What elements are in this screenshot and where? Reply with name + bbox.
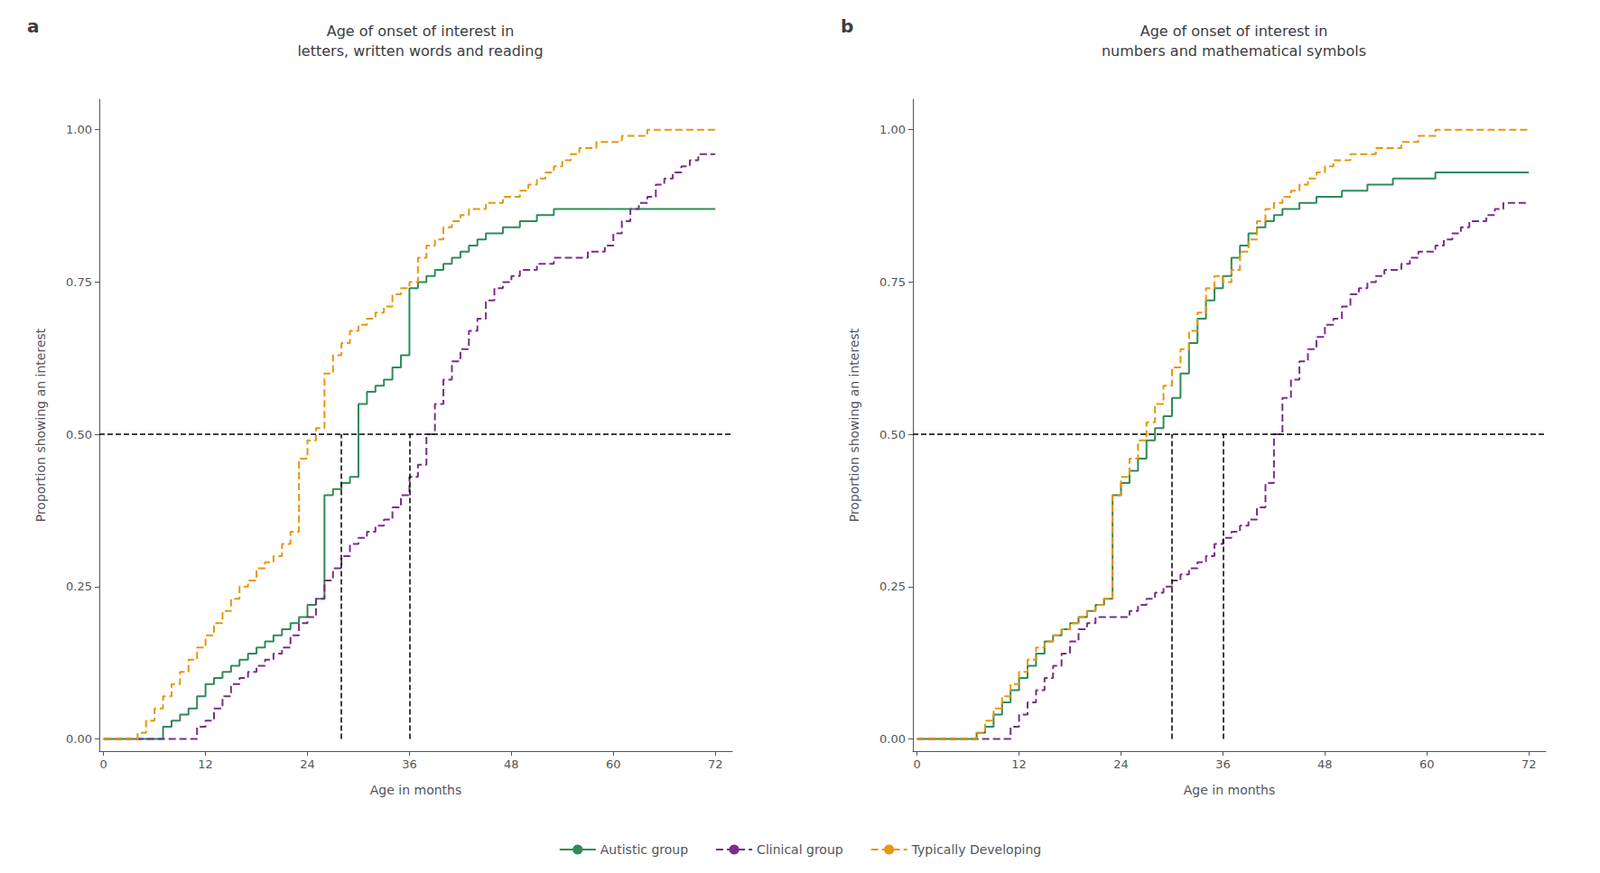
svg-text:Age of onset of interest in: Age of onset of interest in (1140, 22, 1329, 40)
svg-text:0.25: 0.25 (65, 579, 93, 594)
svg-text:0.50: 0.50 (65, 427, 93, 442)
svg-text:Clinical group: Clinical group (756, 842, 844, 857)
svg-text:Age in months: Age in months (370, 782, 462, 798)
svg-text:12: 12 (1011, 757, 1027, 772)
svg-text:36: 36 (401, 757, 418, 772)
svg-text:1.00: 1.00 (65, 122, 93, 137)
svg-text:72: 72 (707, 757, 724, 772)
svg-text:0.25: 0.25 (879, 579, 906, 594)
svg-text:24: 24 (299, 757, 316, 772)
svg-text:1.00: 1.00 (879, 122, 906, 137)
svg-text:Age of onset of interest in: Age of onset of interest in (326, 22, 515, 40)
svg-text:Autistic group: Autistic group (600, 842, 689, 857)
svg-text:0.50: 0.50 (879, 427, 906, 442)
svg-text:36: 36 (1215, 757, 1231, 772)
svg-text:Proportion showing an interest: Proportion showing an interest (846, 327, 862, 522)
svg-text:0: 0 (100, 757, 108, 772)
svg-text:48: 48 (503, 757, 520, 772)
svg-text:0.00: 0.00 (65, 732, 93, 746)
svg-text:60: 60 (1419, 757, 1435, 772)
svg-text:0.75: 0.75 (879, 275, 906, 289)
svg-text:48: 48 (1317, 757, 1333, 772)
svg-text:24: 24 (1113, 757, 1129, 772)
svg-text:a: a (27, 15, 40, 38)
svg-text:Typically Developing: Typically Developing (911, 842, 1042, 857)
svg-text:Proportion showing an interest: Proportion showing an interest (33, 327, 48, 522)
svg-text:12: 12 (197, 757, 214, 772)
svg-text:72: 72 (1521, 757, 1537, 772)
svg-text:0: 0 (913, 757, 921, 772)
svg-text:60: 60 (605, 757, 622, 772)
svg-text:b: b (840, 15, 854, 38)
svg-text:0.00: 0.00 (879, 732, 906, 746)
svg-text:0.75: 0.75 (65, 275, 93, 289)
svg-text:letters, written words and rea: letters, written words and reading (297, 42, 543, 60)
svg-text:Age in months: Age in months (1183, 782, 1275, 798)
svg-text:numbers and mathematical symbo: numbers and mathematical symbols (1101, 42, 1367, 60)
